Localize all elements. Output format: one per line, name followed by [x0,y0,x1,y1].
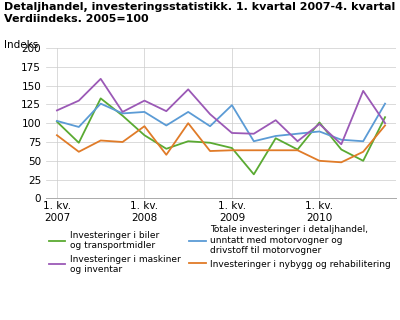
Investeringer i maskiner
og inventar [164,109,169,113]
Investeringer i nybygg og rehabilitering [98,139,103,142]
Investeringer i biler
og transportmidler [98,96,103,100]
Investeringer i biler
og transportmidler [383,115,388,119]
Totale investeringer i detaljhandel,
unntatt med motorvogner og
drivstoff til motorvogner [164,124,169,127]
Investeringer i nybygg og rehabilitering [54,133,59,137]
Investeringer i nybygg og rehabilitering [164,153,169,157]
Investeringer i biler
og transportmidler [186,139,190,143]
Investeringer i nybygg og rehabilitering [120,140,125,144]
Investeringer i biler
og transportmidler [361,159,366,163]
Totale investeringer i detaljhandel,
unntatt med motorvogner og
drivstoff til motorvogner [339,138,344,142]
Line: Investeringer i biler
og transportmidler: Investeringer i biler og transportmidler [57,98,385,174]
Totale investeringer i detaljhandel,
unntatt med motorvogner og
drivstoff til motorvogner [273,134,278,138]
Investeringer i nybygg og rehabilitering [186,121,190,125]
Investeringer i maskiner
og inventar [339,142,344,146]
Investeringer i nybygg og rehabilitering [76,150,81,154]
Investeringer i nybygg og rehabilitering [142,124,147,128]
Legend: Investeringer i biler
og transportmidler, Investeringer i maskiner
og inventar, : Investeringer i biler og transportmidler… [49,226,391,274]
Totale investeringer i detaljhandel,
unntatt med motorvogner og
drivstoff til motorvogner [186,110,190,114]
Investeringer i maskiner
og inventar [142,99,147,102]
Totale investeringer i detaljhandel,
unntatt med motorvogner og
drivstoff til motorvogner [54,119,59,123]
Totale investeringer i detaljhandel,
unntatt med motorvogner og
drivstoff til motorvogner [252,139,256,143]
Investeringer i maskiner
og inventar [120,110,125,114]
Totale investeringer i detaljhandel,
unntatt med motorvogner og
drivstoff til motorvogner [76,125,81,129]
Text: Indeks: Indeks [4,40,38,50]
Investeringer i maskiner
og inventar [230,131,234,135]
Investeringer i biler
og transportmidler [164,147,169,151]
Investeringer i maskiner
og inventar [295,139,300,143]
Investeringer i maskiner
og inventar [98,77,103,81]
Investeringer i maskiner
og inventar [186,87,190,91]
Totale investeringer i detaljhandel,
unntatt med motorvogner og
drivstoff til motorvogner [98,102,103,106]
Text: Detaljhandel, investeringsstatistikk. 1. kvartal 2007-4. kvartal 2010.: Detaljhandel, investeringsstatistikk. 1.… [4,2,400,12]
Investeringer i maskiner
og inventar [76,99,81,102]
Totale investeringer i detaljhandel,
unntatt med motorvogner og
drivstoff til motorvogner [361,139,366,143]
Investeringer i nybygg og rehabilitering [361,150,366,154]
Totale investeringer i detaljhandel,
unntatt med motorvogner og
drivstoff til motorvogner [142,110,147,114]
Investeringer i maskiner
og inventar [54,108,59,112]
Investeringer i biler
og transportmidler [208,141,212,145]
Investeringer i nybygg og rehabilitering [317,159,322,163]
Investeringer i biler
og transportmidler [339,148,344,151]
Totale investeringer i detaljhandel,
unntatt med motorvogner og
drivstoff til motorvogner [383,102,388,106]
Text: Verdiindeks. 2005=100: Verdiindeks. 2005=100 [4,14,149,24]
Line: Investeringer i maskiner
og inventar: Investeringer i maskiner og inventar [57,79,385,144]
Line: Totale investeringer i detaljhandel,
unntatt med motorvogner og
drivstoff til motorvogner: Totale investeringer i detaljhandel, unn… [57,104,385,141]
Totale investeringer i detaljhandel,
unntatt med motorvogner og
drivstoff til motorvogner [295,132,300,136]
Investeringer i maskiner
og inventar [383,121,388,125]
Investeringer i maskiner
og inventar [361,89,366,93]
Totale investeringer i detaljhandel,
unntatt med motorvogner og
drivstoff til motorvogner [230,103,234,107]
Investeringer i biler
og transportmidler [252,172,256,176]
Investeringer i nybygg og rehabilitering [252,148,256,152]
Investeringer i nybygg og rehabilitering [273,148,278,152]
Investeringer i biler
og transportmidler [295,148,300,151]
Investeringer i nybygg og rehabilitering [208,149,212,153]
Investeringer i biler
og transportmidler [54,120,59,124]
Line: Investeringer i nybygg og rehabilitering: Investeringer i nybygg og rehabilitering [57,123,385,162]
Investeringer i nybygg og rehabilitering [339,160,344,164]
Investeringer i biler
og transportmidler [142,133,147,137]
Investeringer i maskiner
og inventar [252,132,256,136]
Totale investeringer i detaljhandel,
unntatt med motorvogner og
drivstoff til motorvogner [120,111,125,115]
Investeringer i biler
og transportmidler [273,136,278,140]
Investeringer i maskiner
og inventar [317,122,322,126]
Investeringer i nybygg og rehabilitering [230,148,234,152]
Investeringer i maskiner
og inventar [208,112,212,116]
Investeringer i nybygg og rehabilitering [383,124,388,127]
Investeringer i maskiner
og inventar [273,118,278,122]
Investeringer i biler
og transportmidler [317,121,322,124]
Investeringer i biler
og transportmidler [76,141,81,145]
Investeringer i biler
og transportmidler [230,146,234,150]
Totale investeringer i detaljhandel,
unntatt med motorvogner og
drivstoff til motorvogner [317,130,322,133]
Investeringer i biler
og transportmidler [120,114,125,117]
Totale investeringer i detaljhandel,
unntatt med motorvogner og
drivstoff til motorvogner [208,124,212,128]
Investeringer i nybygg og rehabilitering [295,148,300,152]
